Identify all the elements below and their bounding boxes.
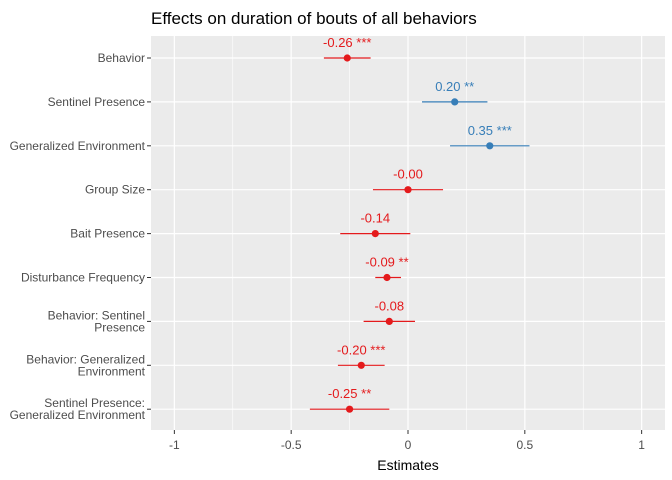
estimate-point: [343, 54, 351, 62]
x-axis-labels: -1 -0.5 0 0.5 1: [169, 438, 645, 452]
x-tick-label: 1: [638, 438, 645, 452]
y-tick-label-line: Behavior: Generalized: [26, 352, 145, 366]
y-tick-label: Generalized Environment: [10, 139, 146, 153]
estimate-label: 0.20 **: [435, 79, 474, 94]
y-tick-label-line: Behavior: Sentinel: [48, 308, 145, 322]
estimate-label: -0.00: [393, 167, 423, 182]
axis-ticks: [147, 57, 643, 434]
y-tick-label: Behavior: [98, 51, 145, 65]
x-tick-label: -1: [169, 438, 180, 452]
y-tick-label-line: Generalized Environment: [10, 408, 146, 422]
x-tick-label: 0.5: [516, 438, 533, 452]
estimate-label: 0.35 ***: [468, 123, 512, 138]
y-tick-label-line: Environment: [78, 364, 146, 378]
estimate-label: -0.09 **: [365, 255, 408, 270]
chart-title: Effects on duration of bouts of all beha…: [151, 9, 477, 28]
y-tick-label: Behavior: Generalized Environment: [26, 352, 145, 378]
estimate-point: [383, 273, 391, 282]
estimate-point: [345, 405, 354, 413]
y-tick-label: Sentinel Presence: Generalized Environmen…: [10, 396, 146, 422]
y-tick-label: Group Size: [85, 183, 145, 197]
y-tick-label: Disturbance Frequency: [21, 271, 145, 285]
estimate-point: [357, 361, 365, 369]
x-tick-label: -0.5: [281, 438, 302, 452]
estimate-label: -0.26 ***: [323, 35, 371, 50]
y-tick-label: Behavior: Sentinel Presence: [48, 308, 146, 334]
y-tick-label: Sentinel Presence: [48, 95, 146, 109]
x-tick-label: 0: [405, 438, 412, 452]
y-tick-label: Bait Presence: [70, 227, 145, 241]
estimate-point: [404, 186, 412, 194]
estimate-label: -0.25 **: [328, 386, 371, 401]
y-axis-labels: Behavior Sentinel Presence Generalized Env…: [10, 51, 146, 422]
y-tick-label-line: Presence: [94, 320, 145, 334]
estimate-point: [371, 230, 379, 238]
y-tick-label-line: Sentinel Presence:: [44, 396, 145, 410]
estimate-label: -0.14: [360, 211, 390, 226]
estimate-label: -0.20 ***: [337, 342, 385, 357]
estimate-point: [385, 317, 393, 325]
estimate-label: -0.08: [374, 298, 404, 313]
x-axis-title: Estimates: [377, 457, 438, 473]
estimate-marks: -0.26 *** 0.20 ** 0.35 *** -0.00 -0.14 -0.09 …: [309, 35, 530, 413]
estimate-point: [451, 98, 459, 106]
estimate-point: [486, 142, 494, 150]
